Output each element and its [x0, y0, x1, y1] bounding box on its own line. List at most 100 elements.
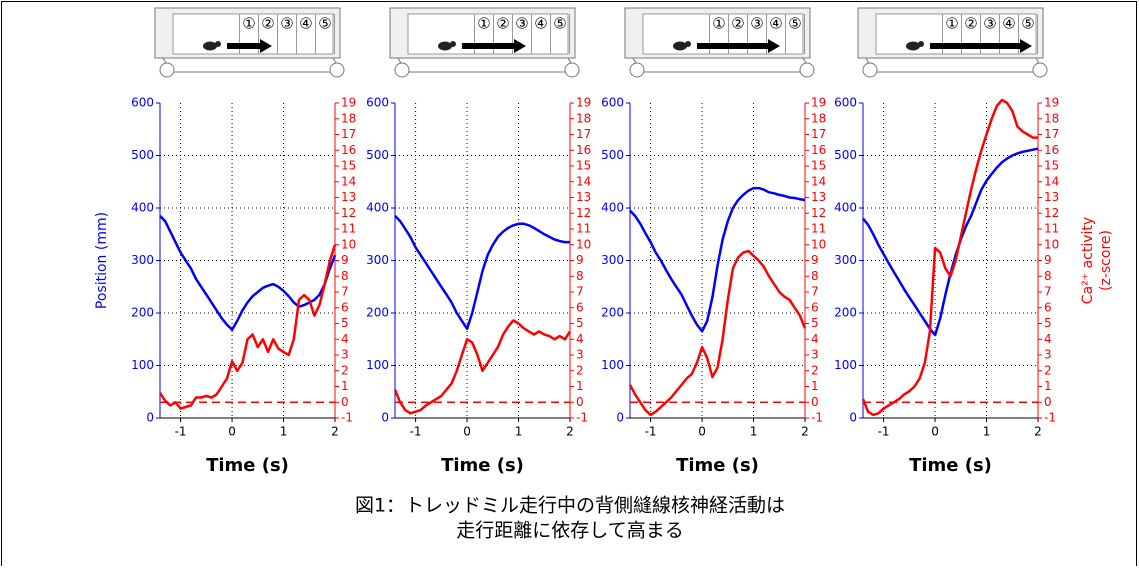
lane-label: ③	[750, 15, 763, 33]
lane-label: ④	[769, 15, 782, 33]
y2-tick-label: 16	[1044, 143, 1059, 157]
y-tick-label: 400	[601, 201, 624, 215]
mouse	[438, 42, 452, 51]
x-axis-label: Time (s)	[676, 455, 759, 476]
belt	[163, 58, 341, 72]
lane-label: ①	[242, 15, 255, 33]
lane-label: ⑤	[318, 15, 331, 33]
y2-tick-label: 8	[576, 269, 584, 283]
roller	[160, 63, 174, 77]
lane-label: ③	[983, 15, 996, 33]
lane-label: ⑤	[553, 15, 566, 33]
y2-tick-label: 12	[811, 206, 826, 220]
x-tick-label: 1	[280, 425, 288, 439]
y2-tick-label: 15	[576, 159, 591, 173]
roller	[1033, 63, 1047, 77]
roller	[630, 63, 644, 77]
mouse	[906, 42, 920, 51]
x-tick-label: 0	[463, 425, 471, 439]
y2-tick-label: 11	[341, 222, 356, 236]
y2-tick-label: 2	[341, 363, 349, 377]
y2-tick-label: 7	[576, 285, 584, 299]
x-tick-label: 0	[931, 425, 939, 439]
y2-tick-label: 6	[1044, 300, 1052, 314]
y2-tick-label: 2	[1044, 363, 1052, 377]
y-tick-label: 400	[834, 201, 857, 215]
roller	[395, 63, 409, 77]
y-tick-label: 300	[601, 253, 624, 267]
frame	[2, 2, 1137, 567]
lane-label: ③	[515, 15, 528, 33]
y2-tick-label: 13	[576, 190, 591, 204]
y2-tick-label: 4	[811, 332, 819, 346]
y2-tick-label: 18	[341, 111, 356, 125]
y2-tick-label: 10	[576, 237, 591, 251]
y-tick-label: 100	[366, 358, 389, 372]
y-tick-label: 400	[131, 201, 154, 215]
y2-tick-label: 12	[576, 206, 591, 220]
x-tick-label: 0	[228, 425, 236, 439]
y2-tick-label: 16	[341, 143, 356, 157]
y2-tick-label: 0	[576, 395, 584, 409]
y2-tick-label: 19	[576, 96, 591, 110]
y-tick-label: 200	[366, 306, 389, 320]
x-tick-label: 1	[750, 425, 758, 439]
y2-tick-label: 17	[811, 127, 826, 141]
y2-tick-label: 11	[811, 222, 826, 236]
y2-tick-label: 18	[811, 111, 826, 125]
y-tick-label: 600	[366, 96, 389, 110]
caption-line: 走行距離に依存して高まる	[456, 520, 683, 542]
y2-tick-label: 6	[576, 300, 584, 314]
y2-tick-label: 0	[341, 395, 349, 409]
lane-label: ②	[964, 15, 977, 33]
y-tick-label: 600	[834, 96, 857, 110]
x-axis-label: Time (s)	[909, 455, 992, 476]
y2-tick-label: 5	[811, 316, 819, 330]
roller	[863, 63, 877, 77]
lane-label: ④	[299, 15, 312, 33]
belt	[398, 58, 576, 72]
y2-tick-label: 2	[576, 363, 584, 377]
y2-tick-label: 12	[341, 206, 356, 220]
y2-tick-label: 9	[341, 253, 349, 267]
roller	[565, 63, 579, 77]
roller	[330, 63, 344, 77]
y2-tick-label: 11	[576, 222, 591, 236]
lane-label: ②	[496, 15, 509, 33]
x-tick-label: 2	[566, 425, 574, 439]
y2-tick-label: 9	[811, 253, 819, 267]
y2-tick-label: 14	[576, 174, 591, 188]
figure: 図1：トレッドミル走行中の背側縫線核神経活動は 走行距離に依存して高まる ①②③…	[0, 0, 1139, 566]
series-line	[863, 149, 1038, 335]
y2-tick-label: 10	[1044, 237, 1059, 251]
y2-tick-label: 10	[341, 237, 356, 251]
x-tick-label: 1	[515, 425, 523, 439]
series-line	[395, 320, 570, 413]
y-tick-label: 200	[834, 306, 857, 320]
x-tick-label: 2	[1034, 425, 1042, 439]
lane-label: ③	[280, 15, 293, 33]
mouse-head	[215, 41, 221, 47]
y2-tick-label: 6	[811, 300, 819, 314]
x-tick-label: 1	[983, 425, 991, 439]
series-line	[630, 188, 805, 331]
x-tick-label: 0	[698, 425, 706, 439]
y2-tick-label: 18	[1044, 111, 1059, 125]
series-line	[395, 216, 570, 329]
y2-tick-label: 9	[576, 253, 584, 267]
roller	[800, 63, 814, 77]
lane-label: ⑤	[1021, 15, 1034, 33]
y2-tick-label: 7	[811, 285, 819, 299]
y2-tick-label: 15	[1044, 159, 1059, 173]
mouse	[673, 42, 687, 51]
x-axis-label: Time (s)	[441, 455, 524, 476]
lane-label: ②	[731, 15, 744, 33]
y2-tick-label: -1	[341, 411, 353, 425]
x-tick-label: -1	[878, 425, 890, 439]
y-axis-label: Position (mm)	[94, 212, 110, 309]
y2-tick-label: 13	[811, 190, 826, 204]
y2-tick-label: 5	[576, 316, 584, 330]
lane-label: ②	[261, 15, 274, 33]
y2-tick-label: 17	[576, 127, 591, 141]
y2-tick-label: 15	[811, 159, 826, 173]
